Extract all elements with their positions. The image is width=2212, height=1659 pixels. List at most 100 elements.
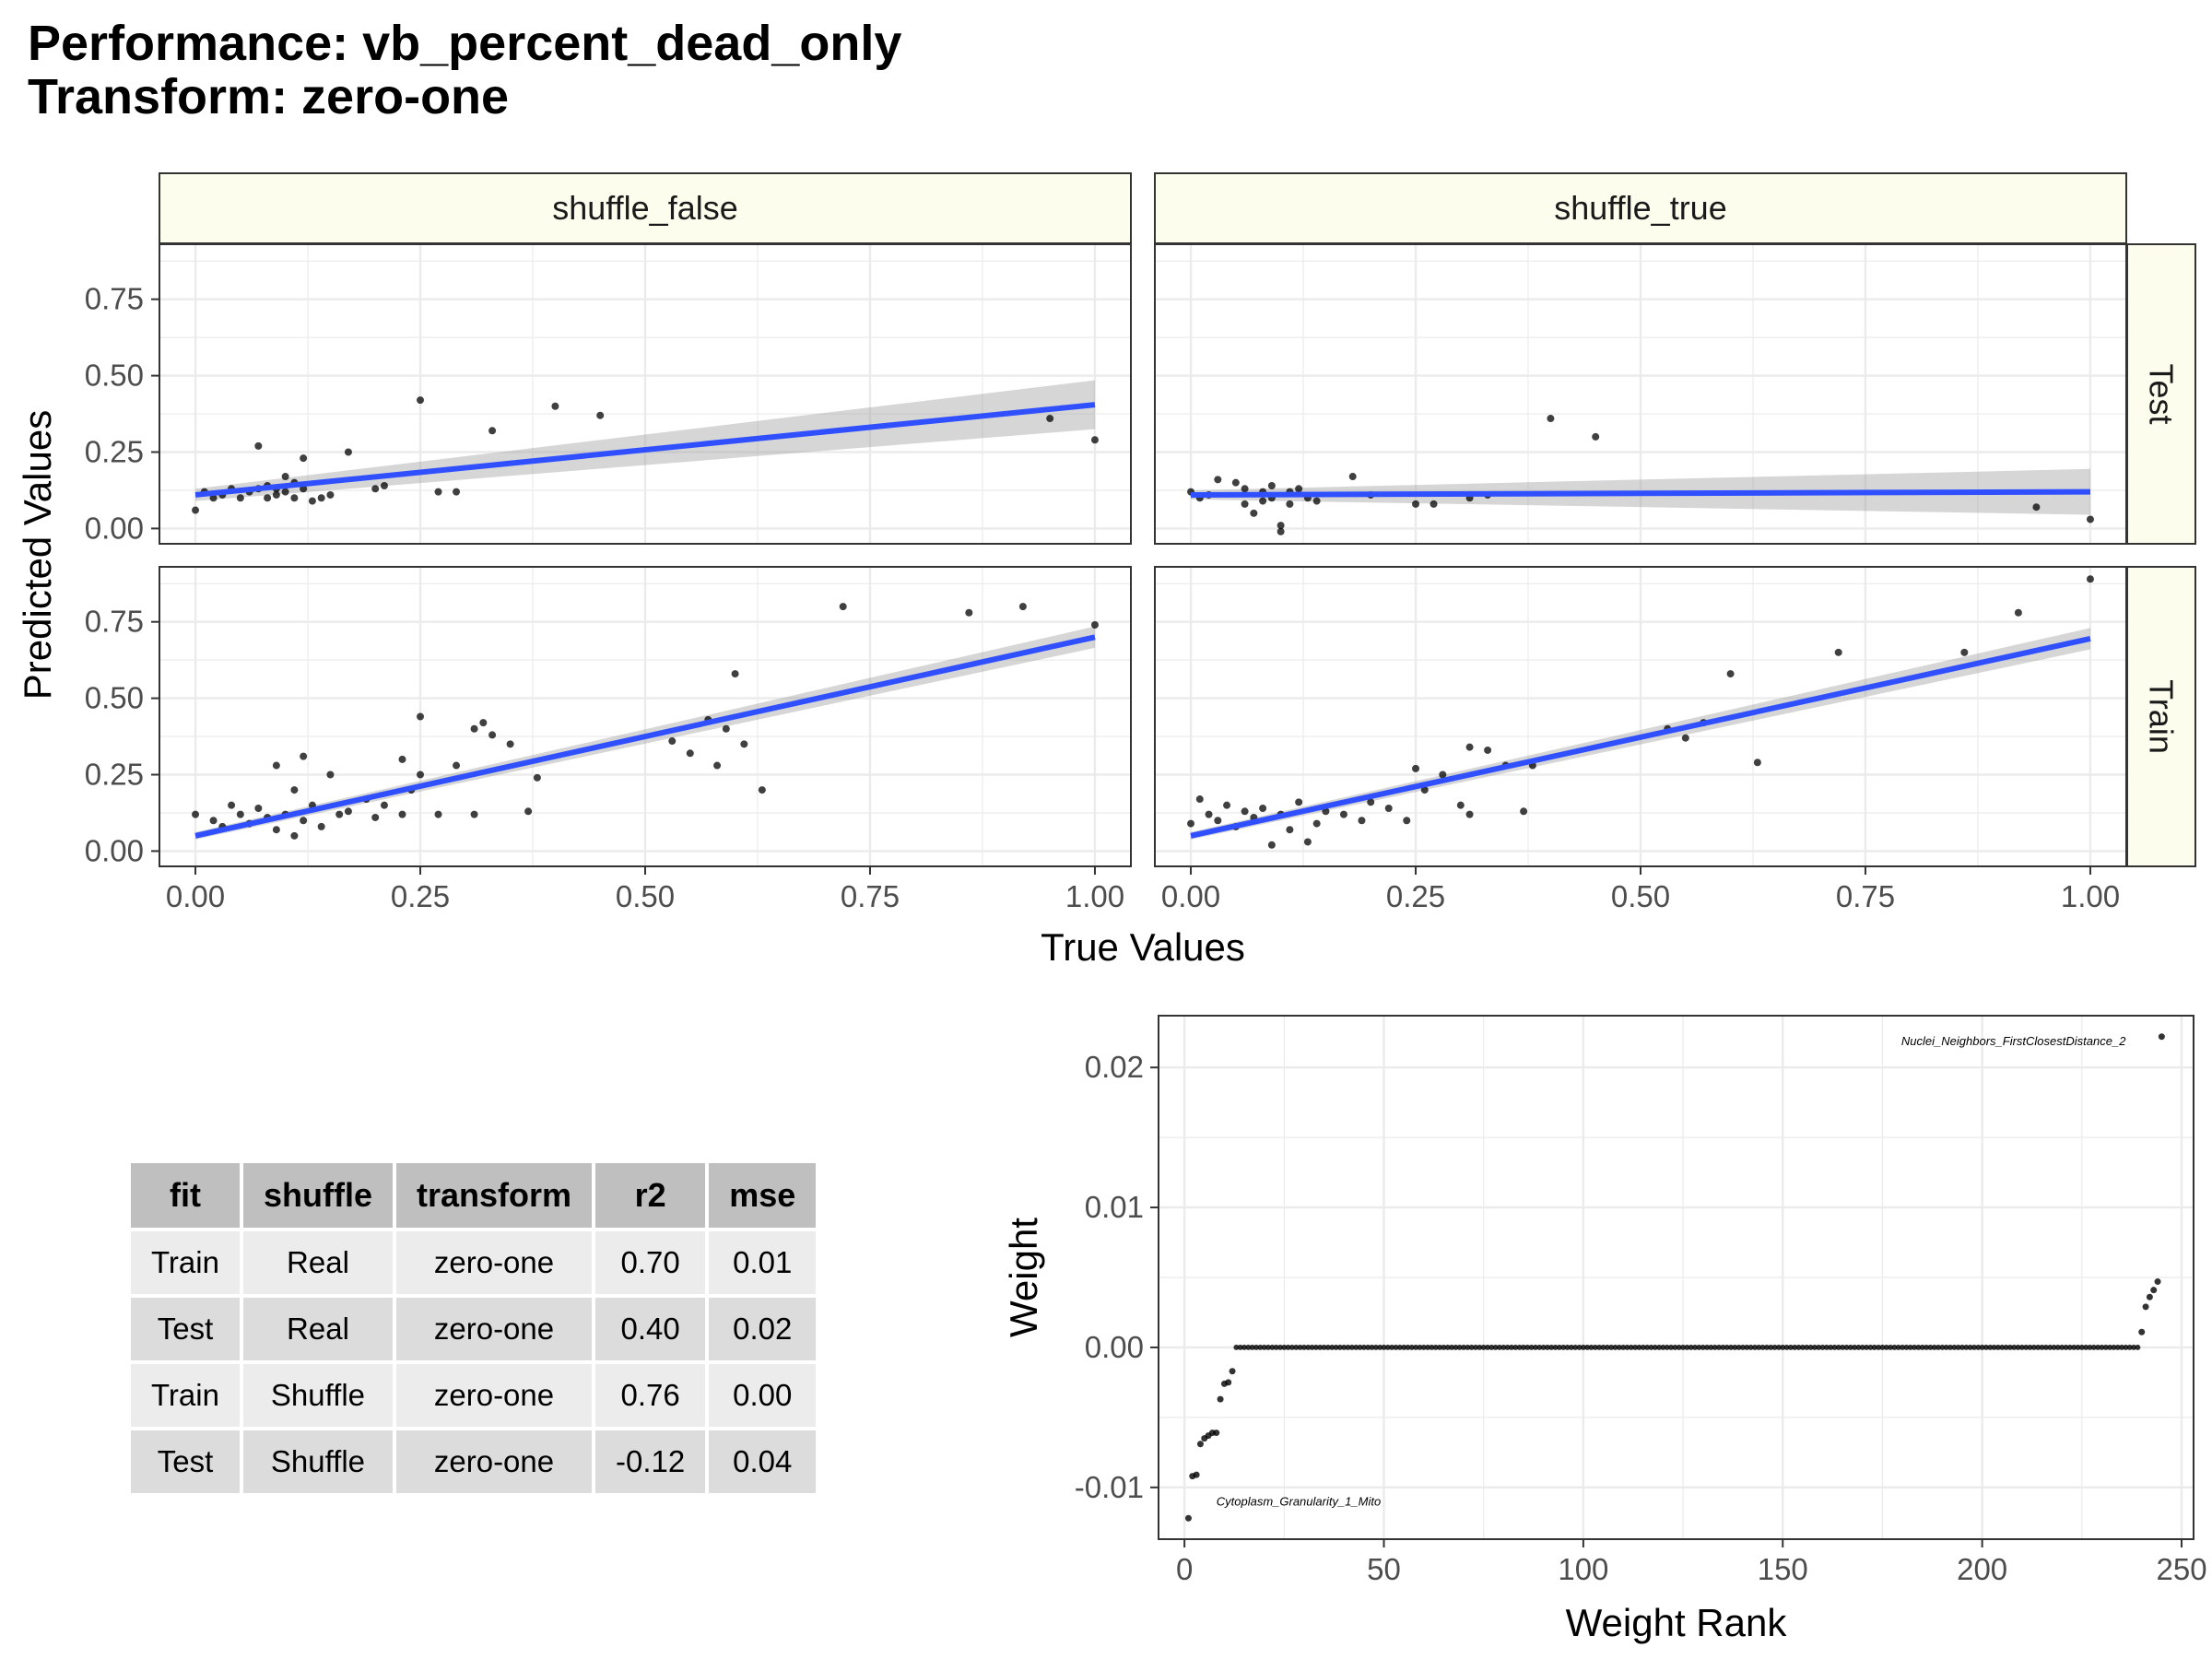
data-point bbox=[1090, 621, 1099, 629]
y-tick-label: 0.00 bbox=[85, 511, 144, 545]
data-point bbox=[1267, 481, 1276, 489]
data-point bbox=[1859, 1344, 1865, 1350]
data-point bbox=[1504, 1344, 1511, 1350]
data-point bbox=[1728, 1344, 1735, 1350]
data-point bbox=[1668, 1344, 1675, 1350]
data-point bbox=[1286, 500, 1294, 508]
regression-line bbox=[194, 634, 1096, 839]
facet-label-shuffle_true: shuffle_true bbox=[1554, 189, 1726, 227]
table-header-row: fit shuffle transform r2 mse bbox=[131, 1163, 817, 1228]
table-cell: 0.02 bbox=[709, 1298, 817, 1360]
data-point bbox=[281, 488, 289, 496]
data-point bbox=[417, 712, 425, 721]
x-axis-title: True Values bbox=[1041, 925, 1245, 969]
y-tick-label: 0.75 bbox=[85, 605, 144, 639]
data-point bbox=[1660, 1344, 1666, 1350]
panel-shuffle_true-test bbox=[1154, 243, 2127, 545]
data-point bbox=[1205, 810, 1213, 818]
data-point bbox=[2014, 608, 2022, 617]
data-point bbox=[1999, 1344, 2006, 1350]
data-point bbox=[1401, 1344, 1407, 1350]
data-point bbox=[1628, 1344, 1634, 1350]
data-point bbox=[2063, 1344, 2069, 1350]
data-point bbox=[1927, 1344, 1934, 1350]
data-point bbox=[326, 490, 335, 499]
table-cell: 0.70 bbox=[595, 1231, 706, 1294]
data-point bbox=[1696, 1344, 1702, 1350]
data-point bbox=[380, 801, 388, 809]
data-point bbox=[1367, 798, 1375, 806]
data-point bbox=[1600, 1344, 1606, 1350]
data-point bbox=[1636, 1344, 1642, 1350]
data-point bbox=[1947, 1344, 1954, 1350]
data-point bbox=[281, 473, 289, 481]
data-point bbox=[1214, 476, 1222, 484]
data-point bbox=[596, 411, 605, 419]
data-point bbox=[2135, 1344, 2141, 1350]
data-point bbox=[308, 497, 316, 505]
data-point bbox=[1223, 801, 1231, 809]
data-point bbox=[344, 448, 352, 456]
data-point bbox=[1640, 1344, 1646, 1350]
data-point bbox=[1936, 1344, 1942, 1350]
data-point bbox=[1277, 522, 1285, 530]
data-point bbox=[1855, 1344, 1862, 1350]
data-point bbox=[1959, 1344, 1966, 1350]
data-point bbox=[1437, 1344, 1443, 1350]
x-tick-label: 0 bbox=[1176, 1552, 1193, 1586]
data-point bbox=[1560, 1344, 1567, 1350]
data-point bbox=[1425, 1344, 1431, 1350]
data-point bbox=[2051, 1344, 2057, 1350]
data-point bbox=[1592, 1344, 1598, 1350]
data-point bbox=[1732, 1344, 1738, 1350]
data-point bbox=[398, 755, 406, 763]
y-tick-label: 0.02 bbox=[1085, 1050, 1144, 1084]
data-point bbox=[1500, 1344, 1507, 1350]
table-header-r2: r2 bbox=[595, 1163, 706, 1228]
title-line-1: Performance: vb_percent_dead_only bbox=[28, 16, 902, 71]
data-point bbox=[1753, 759, 1761, 767]
table-cell: zero-one bbox=[395, 1430, 593, 1493]
data-point bbox=[1508, 1344, 1514, 1350]
data-point bbox=[1816, 1344, 1822, 1350]
data-point bbox=[551, 402, 559, 410]
x-tick-label: 0.00 bbox=[166, 879, 225, 913]
data-point bbox=[1684, 1344, 1690, 1350]
data-point bbox=[1090, 436, 1099, 444]
data-point bbox=[1237, 1344, 1243, 1350]
data-point bbox=[1672, 1344, 1678, 1350]
data-point bbox=[1804, 1344, 1810, 1350]
data-point bbox=[1564, 1344, 1571, 1350]
data-point bbox=[1348, 473, 1357, 481]
data-point bbox=[209, 817, 218, 825]
data-point bbox=[1652, 1344, 1658, 1350]
data-point bbox=[1681, 734, 1689, 742]
table-row: Train Real zero-one 0.70 0.01 bbox=[131, 1231, 817, 1294]
data-point bbox=[2059, 1344, 2065, 1350]
data-point bbox=[1420, 1344, 1427, 1350]
y-tick-label: 0.50 bbox=[85, 681, 144, 715]
data-point bbox=[1532, 1344, 1538, 1350]
facet-strip-train bbox=[2126, 566, 2196, 867]
data-point bbox=[1441, 1344, 1447, 1350]
data-point bbox=[2123, 1344, 2129, 1350]
data-point bbox=[1907, 1344, 1913, 1350]
data-point bbox=[1018, 603, 1027, 611]
data-point bbox=[1819, 1344, 1826, 1350]
y-tick-label: 0.25 bbox=[85, 758, 144, 792]
data-point bbox=[1412, 764, 1420, 772]
data-point bbox=[1257, 1344, 1264, 1350]
data-point bbox=[1903, 1344, 1910, 1350]
data-point bbox=[479, 719, 488, 727]
regression-line bbox=[1191, 488, 2090, 498]
data-point bbox=[2042, 1344, 2049, 1350]
data-point bbox=[1393, 1344, 1399, 1350]
data-point bbox=[1439, 771, 1447, 779]
data-point bbox=[1465, 743, 1474, 751]
data-point bbox=[1811, 1344, 1818, 1350]
data-point bbox=[1339, 810, 1347, 818]
data-point bbox=[1867, 1344, 1874, 1350]
data-point bbox=[1644, 1344, 1651, 1350]
data-point bbox=[1241, 807, 1249, 816]
